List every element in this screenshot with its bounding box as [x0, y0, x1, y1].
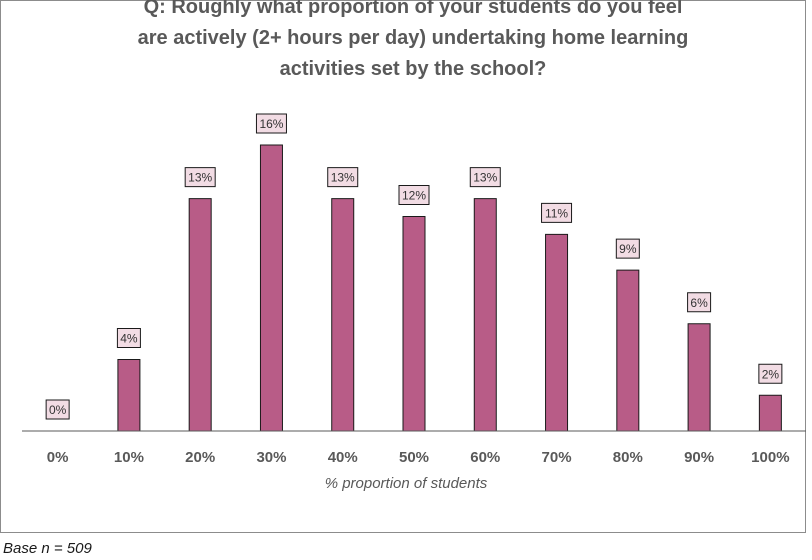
x-tick-label-10%: 10%: [114, 449, 144, 466]
data-label-text: 4%: [120, 332, 138, 346]
data-label-text: 16%: [259, 117, 283, 131]
data-label-100%: 2%: [758, 363, 783, 384]
data-label-40%: 13%: [327, 167, 359, 188]
data-label-30%: 16%: [255, 113, 287, 134]
data-label-box: [615, 238, 640, 259]
data-label-box: [327, 167, 359, 188]
data-label-text: 11%: [545, 206, 568, 220]
data-label-text: 13%: [473, 171, 497, 185]
x-tick-label-60%: 60%: [470, 449, 500, 466]
x-tick-label-30%: 30%: [256, 449, 286, 466]
data-label-box: [469, 167, 501, 188]
data-label-10%: 4%: [116, 328, 141, 348]
data-label-80%: 9%: [615, 238, 640, 259]
chart-frame: [0, 0, 806, 533]
data-label-text: 2%: [762, 367, 780, 381]
data-label-box: [687, 292, 712, 313]
x-tick-label-80%: 80%: [613, 449, 643, 466]
x-tick-label-100%: 100%: [751, 449, 789, 466]
chart-title-line-1: Q: Roughly what proportion of your stude…: [143, 0, 683, 18]
data-label-text: 13%: [188, 171, 212, 185]
bar-90%: [687, 323, 711, 432]
bars-layer: [117, 144, 782, 432]
data-label-box: [45, 399, 70, 420]
bar-100%: [758, 394, 782, 432]
bar-80%: [616, 269, 640, 432]
data-label-text: 0%: [49, 403, 67, 417]
data-label-60%: 13%: [469, 167, 501, 188]
data-label-text: 13%: [331, 171, 355, 185]
chart-title: Q: Roughly what proportion of your stude…: [40, 0, 786, 85]
x-tick-label-90%: 90%: [684, 449, 714, 466]
x-tick-label-40%: 40%: [328, 449, 358, 466]
data-label-text: 12%: [402, 189, 426, 203]
x-tick-label-50%: 50%: [399, 449, 429, 466]
x-axis-title: % proportion of students: [324, 475, 488, 492]
data-label-box: [255, 113, 287, 134]
data-label-0%: 0%: [45, 399, 70, 420]
x-tick-label-70%: 70%: [542, 449, 572, 466]
data-label-70%: 11%: [541, 202, 573, 223]
bar-60%: [473, 198, 497, 432]
bar-20%: [188, 198, 212, 432]
base-size-note: Base n = 509: [3, 540, 92, 557]
data-label-box: [184, 167, 216, 188]
x-tick-label-20%: 20%: [185, 449, 215, 466]
data-label-50%: 12%: [398, 185, 430, 205]
bar-70%: [545, 233, 569, 432]
data-label-text: 6%: [690, 296, 708, 310]
x-tick-label-0%: 0%: [47, 449, 69, 466]
chart-title-line-3: activities set by the school?: [279, 58, 547, 80]
x-tick-labels-layer: 0% 10% 20% 30% 40% 50% 60% 70% 80% 90% 100%: [47, 449, 790, 466]
data-label-20%: 13%: [184, 167, 216, 188]
data-label-90%: 6%: [687, 292, 712, 313]
chart-title-line-2: are actively (2+ hours per day) undertak…: [137, 27, 689, 49]
bar-40%: [331, 198, 355, 432]
bar-10%: [117, 359, 141, 432]
data-label-box: [398, 185, 430, 205]
bar-30%: [259, 144, 283, 432]
data-label-box: [541, 202, 573, 223]
data-label-box: [116, 328, 141, 348]
data-label-box: [758, 363, 783, 384]
bar-50%: [402, 216, 426, 432]
data-label-text: 9%: [619, 242, 637, 256]
data-labels-layer: 0% 4% 13% 16% 13% 12% 13% 11% 9% 6% 2%: [45, 113, 783, 420]
